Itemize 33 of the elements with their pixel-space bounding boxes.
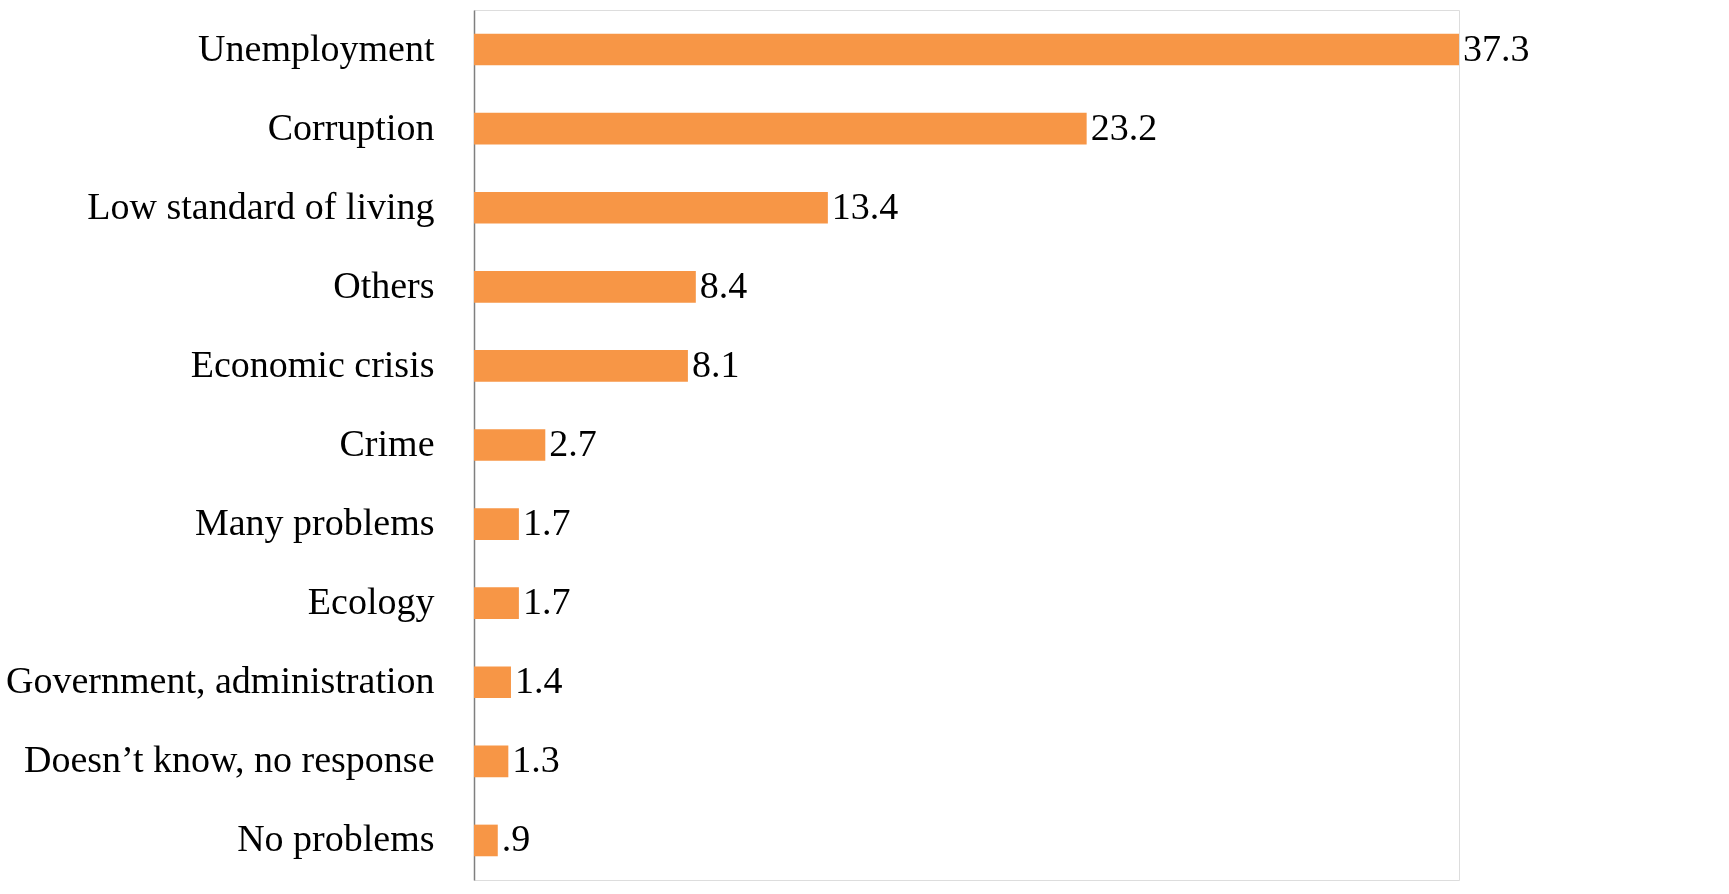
data-label: 2.7 bbox=[549, 422, 597, 464]
bar bbox=[474, 508, 519, 540]
data-label: 1.7 bbox=[522, 580, 571, 623]
bar bbox=[474, 666, 511, 699]
data-label: 8.1 bbox=[691, 342, 740, 385]
y-tick-label: Others bbox=[333, 263, 435, 306]
y-tick-label: Economic crisis bbox=[190, 342, 435, 385]
y-tick-label: Low standard of living bbox=[87, 184, 435, 227]
data-label: 1.3 bbox=[512, 738, 560, 781]
y-tick-label: Crime bbox=[339, 422, 435, 464]
y-tick-label: Ecology bbox=[307, 580, 435, 623]
bar bbox=[474, 271, 696, 303]
bar bbox=[474, 587, 519, 619]
data-label: 37.3 bbox=[1463, 26, 1530, 69]
bar bbox=[474, 191, 828, 224]
bar bbox=[474, 429, 546, 461]
data-label: 13.4 bbox=[831, 184, 899, 227]
bar bbox=[474, 745, 509, 778]
data-label: 8.4 bbox=[699, 263, 748, 306]
bar bbox=[474, 112, 1087, 145]
data-label: 23.2 bbox=[1090, 105, 1158, 148]
bar bbox=[474, 33, 1459, 66]
y-tick-label: No problems bbox=[237, 817, 435, 860]
y-tick-label: Unemployment bbox=[198, 26, 435, 69]
y-tick-label: Corruption bbox=[267, 105, 435, 148]
bar bbox=[474, 350, 688, 382]
y-tick-label: Government, administration bbox=[6, 659, 435, 702]
data-label: 1.7 bbox=[522, 501, 571, 544]
y-tick-label: Doesn’t know, no response bbox=[23, 738, 435, 781]
data-label: .9 bbox=[501, 817, 531, 860]
bar bbox=[474, 824, 498, 857]
y-tick-label: Many problems bbox=[194, 501, 435, 544]
data-label: 1.4 bbox=[514, 659, 563, 702]
